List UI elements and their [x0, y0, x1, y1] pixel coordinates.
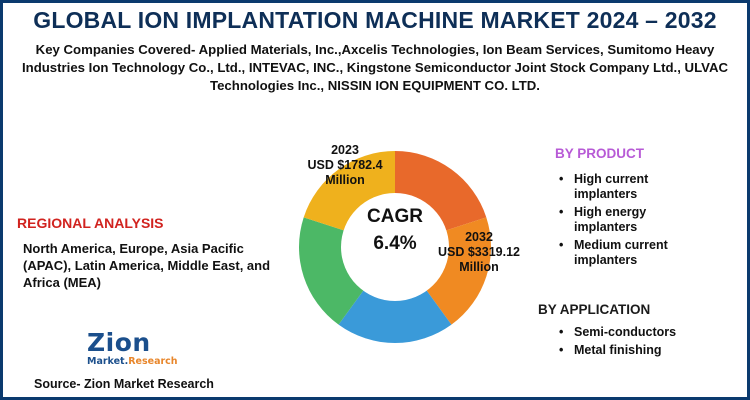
logo-subtext: Market.Research [87, 356, 178, 367]
by-product-list: • High current implanters • High energy im… [557, 172, 687, 271]
regional-analysis-heading: REGIONAL ANALYSIS [17, 215, 164, 231]
cagr-value: 6.4% [373, 233, 417, 254]
annotation-2023: 2023 USD $1782.4 Million [295, 143, 395, 188]
annotation-2023-value: USD $1782.4 [307, 158, 383, 172]
list-item: • Medium current implanters [559, 238, 668, 267]
page-title: GLOBAL ION IMPLANTATION MACHINE MARKET 2… [33, 7, 717, 33]
annotation-2032: 2032 USD $3319.12 Million [423, 230, 535, 275]
donut-chart [299, 151, 491, 344]
cagr-label: CAGR [367, 206, 423, 227]
annotation-2023-unit: Million [325, 173, 365, 187]
by-application-list: • Semi-conductors • Metal finishing [557, 325, 727, 361]
annotation-2032-value: USD $3319.12 [437, 245, 520, 259]
key-companies-text: Key Companies Covered- Applied Materials… [21, 42, 729, 93]
source-text: Source- Zion Market Research [34, 377, 214, 391]
list-item: • High current implanters [559, 172, 649, 201]
regional-analysis-text: North America, Europe, Asia Pacific (APA… [23, 241, 271, 290]
by-product-heading: BY PRODUCT [555, 146, 645, 161]
zion-logo: Zion Market.Research [87, 328, 178, 370]
by-application-heading: BY APPLICATION [538, 302, 651, 317]
list-item: • Semi-conductors [559, 325, 677, 339]
bullet-icon: • [559, 172, 564, 186]
logo-wordmark: Zion [87, 328, 151, 357]
bullet-icon: • [559, 343, 564, 357]
list-item: • Metal finishing [559, 343, 662, 357]
bullet-icon: • [559, 325, 564, 339]
donut-center-hole [341, 193, 449, 301]
list-item: • High energy implanters [559, 205, 647, 234]
bullet-icon: • [559, 238, 564, 252]
annotation-2032-year: 2032 [465, 230, 493, 244]
annotation-2023-year: 2023 [331, 143, 359, 157]
annotation-2032-unit: Million [459, 260, 499, 274]
bullet-icon: • [559, 205, 564, 219]
